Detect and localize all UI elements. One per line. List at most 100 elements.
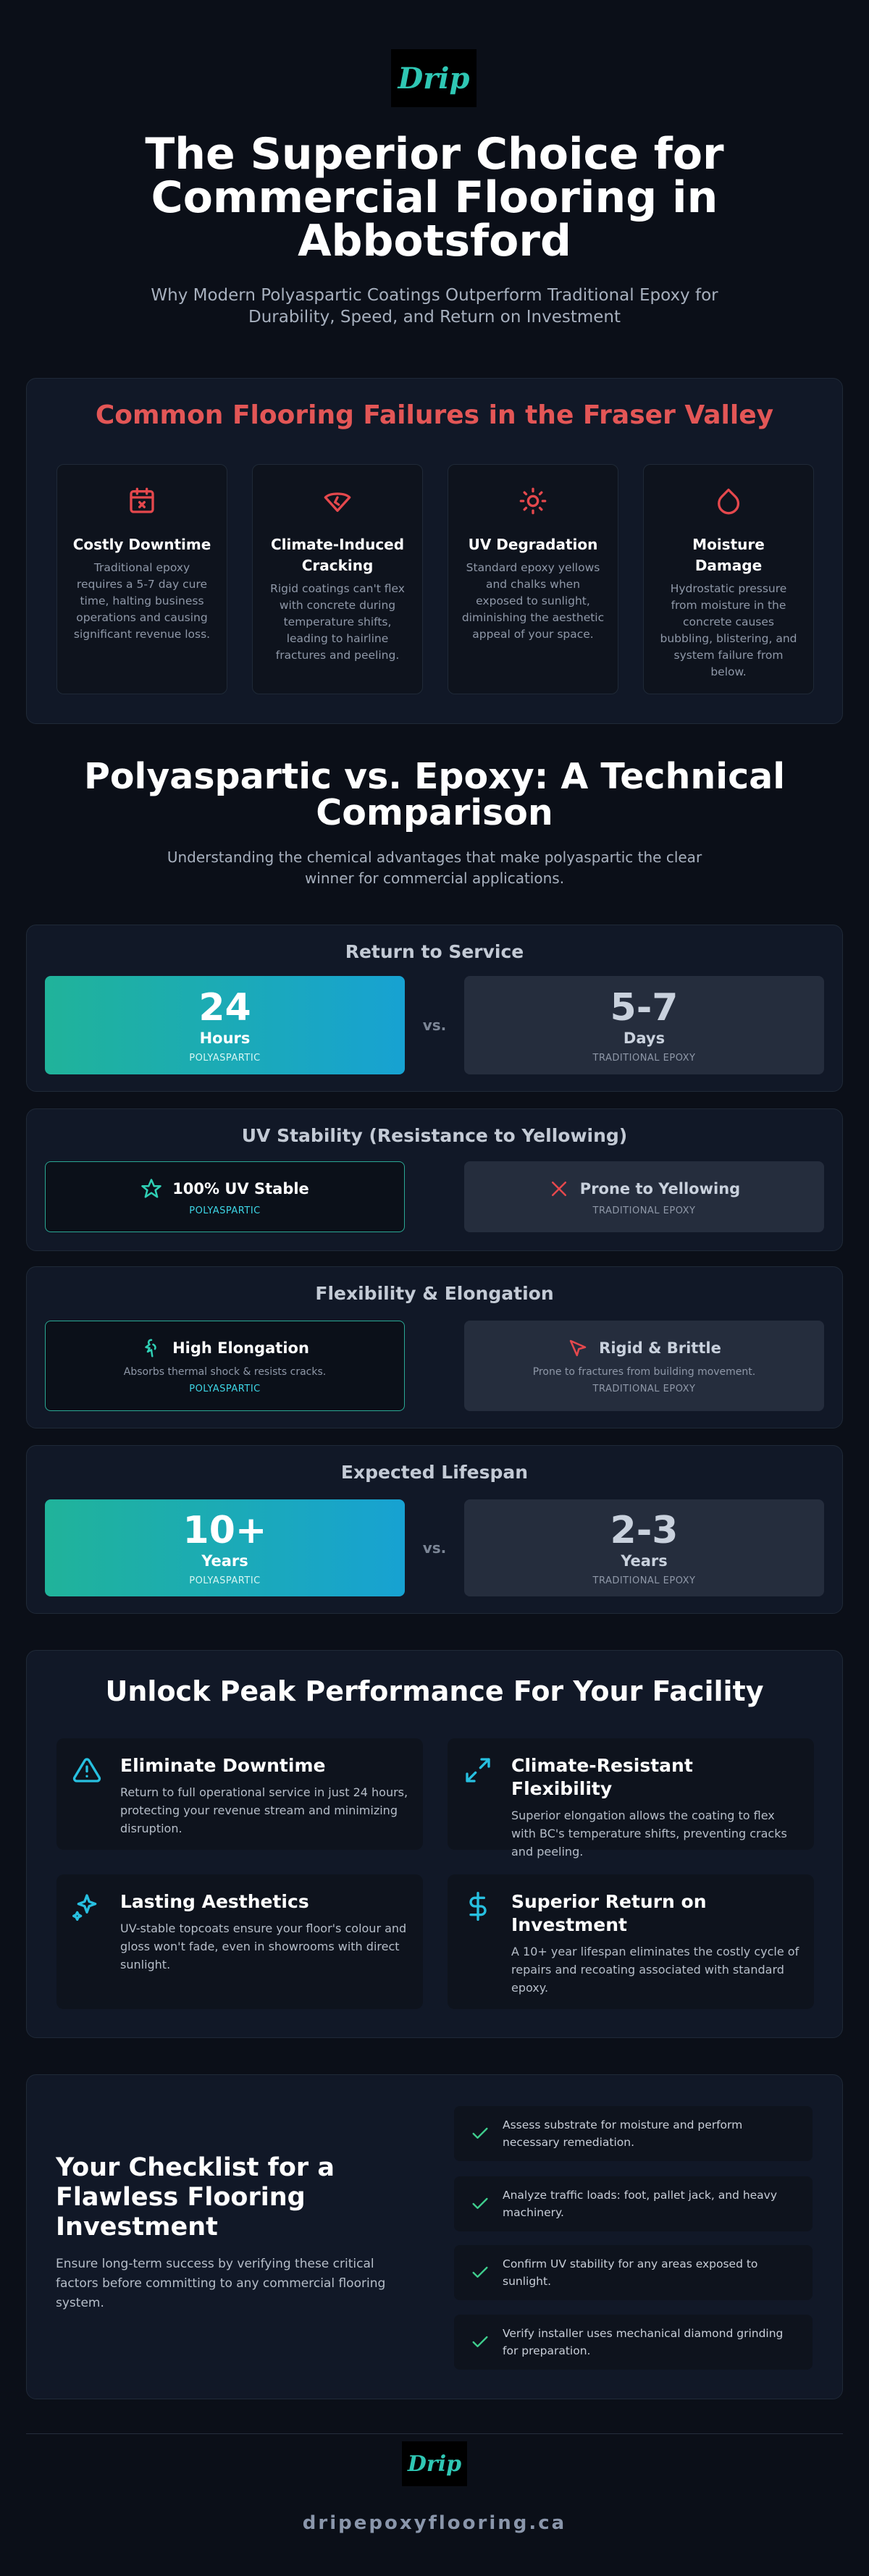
stat-text: Rigid & Brittle <box>599 1339 721 1357</box>
compare-box: Prone to Yellowing TRADITIONAL EPOXY <box>464 1161 824 1232</box>
benefits-section: Unlock Peak Performance For Your Facilit… <box>26 1650 843 2038</box>
card-title: UV Degradation <box>468 536 598 553</box>
icon <box>519 487 547 515</box>
failure-card: Climate-Induced Cracking Rigid coatings c… <box>252 464 423 694</box>
stat-label: TRADITIONAL EPOXY <box>592 1052 696 1064</box>
icon <box>718 488 740 515</box>
icon <box>466 1758 490 1782</box>
benefit-title: Superior Return on Investment <box>511 1891 707 1935</box>
benefit-card: Eliminate Downtime Return to full operati… <box>56 1738 423 1850</box>
compare-box: 100% UV Stable POLYASPARTIC <box>45 1161 405 1232</box>
icon <box>472 2197 488 2209</box>
footer-logo: Drip <box>402 2441 467 2486</box>
icon <box>472 2127 488 2139</box>
benefit-card: Climate-Resistant Flexibility Superior el… <box>448 1738 814 1859</box>
checklist-text: Verify installer uses mechanical diamond… <box>503 2327 784 2357</box>
compare-box: 2-3 Years TRADITIONAL EPOXY <box>464 1499 824 1596</box>
icon <box>141 1178 161 1197</box>
comparison-panel: UV Stability (Resistance to Yellowing) 10… <box>26 1108 843 1251</box>
icon <box>472 2266 488 2278</box>
card-title: Costly Downtime <box>72 536 211 553</box>
icon <box>145 1339 156 1358</box>
compare-box: 24 Hours POLYASPARTIC <box>45 976 405 1074</box>
benefit-card: Superior Return on Investment A 10+ year … <box>448 1874 814 2009</box>
compare-box: High Elongation Absorbs thermal shock & r… <box>45 1321 405 1411</box>
checklist-text: Ensure long-term success by verifying th… <box>56 2257 386 2310</box>
vs-label: vs. <box>422 1539 447 1557</box>
checklist-item: Analyze traffic loads: foot, pallet jack… <box>454 2176 813 2231</box>
card-title: Climate-Induced Cracking <box>270 536 405 574</box>
stat-value: 24 <box>198 985 251 1030</box>
benefit-title: Eliminate Downtime <box>120 1755 326 1776</box>
failure-card: Moisture Damage Hydrostatic pressure from… <box>643 464 814 694</box>
icon <box>469 1892 487 1921</box>
stat-text: Prone to Yellowing <box>579 1179 741 1197</box>
card-title: Moisture Damage <box>692 536 765 574</box>
icon <box>72 1758 101 1782</box>
checklist-item: Verify installer uses mechanical diamond… <box>454 2315 813 2370</box>
compare-box: 10+ Years POLYASPARTIC <box>45 1499 405 1596</box>
checklist-title: Your Checklist for a Flawless Flooring I… <box>56 2153 335 2242</box>
compare-box: 5-7 Days TRADITIONAL EPOXY <box>464 976 824 1074</box>
stat-value: 10+ <box>182 1508 267 1552</box>
footer-domain: dripepoxyflooring.ca <box>302 2512 567 2534</box>
stat-unit: Years <box>621 1552 668 1570</box>
panel-title: Expected Lifespan <box>340 1462 529 1483</box>
stat-label: POLYASPARTIC <box>189 1052 261 1064</box>
stat-unit: Days <box>623 1029 666 1047</box>
vs-label: vs. <box>422 1016 447 1034</box>
benefit-text: Superior elongation allows the coating t… <box>511 1809 787 1859</box>
comparison-panel: Flexibility & Elongation High Elongation A… <box>26 1266 843 1428</box>
failures-section: Common Flooring Failures in the Fraser V… <box>26 378 843 724</box>
icon <box>551 1181 566 1196</box>
checklist-text: Assess substrate for moisture and perfor… <box>503 2118 743 2149</box>
logo: Drip <box>391 49 477 107</box>
checklist-section: Your Checklist for a Flawless Flooring I… <box>26 2074 843 2399</box>
card-text: Traditional epoxy requires a 5-7 day cur… <box>73 561 211 641</box>
page-title: The Superior Choice for Commercial Floor… <box>145 129 724 266</box>
panel-title: UV Stability (Resistance to Yellowing) <box>241 1125 628 1146</box>
benefit-text: A 10+ year lifespan eliminates the costl… <box>511 1945 799 1995</box>
divider <box>26 2433 843 2434</box>
section-title: Common Flooring Failures in the Fraser V… <box>95 400 774 430</box>
failure-card: Costly Downtime Traditional epoxy require… <box>56 464 227 694</box>
checklist-text: Confirm UV stability for any areas expos… <box>503 2257 758 2288</box>
stat-label: POLYASPARTIC <box>189 1575 261 1586</box>
icon <box>569 1339 587 1357</box>
icon <box>72 1894 97 1921</box>
stat-value: 2-3 <box>610 1508 679 1552</box>
card-text: Hydrostatic pressure from moisture in th… <box>660 582 797 678</box>
comparison-panel: Expected Lifespan 10+ Years POLYASPARTIC 2-3… <box>26 1445 843 1614</box>
stat-label: POLYASPARTIC <box>189 1384 261 1394</box>
stat-value: 5-7 <box>610 985 679 1030</box>
checklist-item: Confirm UV stability for any areas expos… <box>454 2245 813 2300</box>
section-title: Unlock Peak Performance For Your Facilit… <box>105 1675 764 1707</box>
stat-label: TRADITIONAL EPOXY <box>592 1205 696 1216</box>
benefit-title: Climate-Resistant Flexibility <box>511 1755 693 1799</box>
section-title: Polyaspartic vs. Epoxy: A Technical Comp… <box>83 756 785 833</box>
icon <box>472 2336 488 2347</box>
card-text: Rigid coatings can't flex with concrete … <box>270 582 405 662</box>
icon <box>130 487 154 513</box>
benefit-text: Return to full operational service in ju… <box>120 1785 408 1835</box>
panel-title: Return to Service <box>345 941 524 962</box>
stat-note: Prone to fractures from building movemen… <box>532 1366 756 1378</box>
stat-label: TRADITIONAL EPOXY <box>592 1384 696 1394</box>
benefit-card: Lasting Aesthetics UV-stable topcoats ens… <box>56 1874 423 2009</box>
compare-box: Rigid & Brittle Prone to fractures from b… <box>464 1321 824 1411</box>
page-subtitle: Why Modern Polyaspartic Coatings Outperf… <box>151 286 718 327</box>
stat-label: POLYASPARTIC <box>189 1205 261 1216</box>
benefit-text: UV-stable topcoats ensure your floor's c… <box>120 1922 407 1971</box>
comparison-panel: Return to Service 24 Hours POLYASPARTIC 5-7 D… <box>26 925 843 1092</box>
panel-title: Flexibility & Elongation <box>315 1283 554 1304</box>
failure-card: UV Degradation Standard epoxy yellows and… <box>448 464 618 694</box>
stat-unit: Hours <box>199 1029 251 1047</box>
stat-unit: Years <box>201 1552 248 1570</box>
stat-text: High Elongation <box>172 1339 309 1357</box>
icon <box>324 492 351 512</box>
benefit-title: Lasting Aesthetics <box>120 1891 309 1912</box>
stat-text: 100% UV Stable <box>172 1179 309 1197</box>
checklist-text: Analyze traffic loads: foot, pallet jack… <box>503 2189 778 2219</box>
stat-note: Absorbs thermal shock & resists cracks. <box>123 1366 327 1378</box>
